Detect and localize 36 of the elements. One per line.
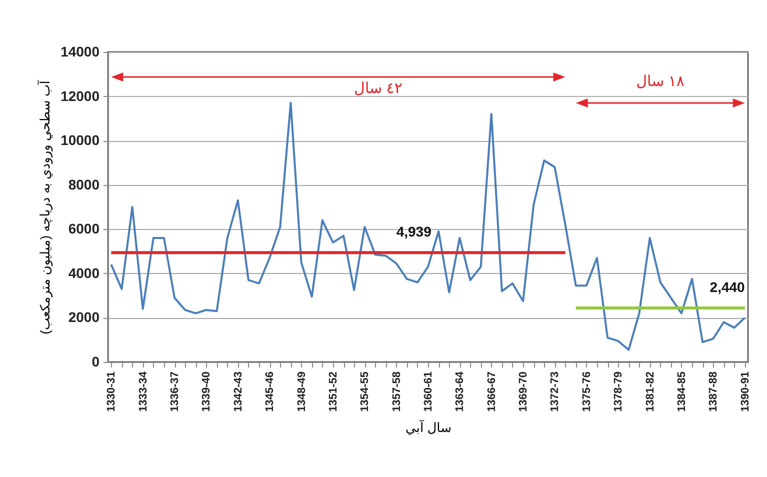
x-tick-label: 1363-64	[454, 370, 466, 412]
x-tick-label: 1378-79	[612, 372, 625, 412]
x-tick-label: 1336-37	[169, 372, 182, 412]
annotation: ١٨ سال	[636, 72, 685, 90]
x-tick-label: 1390-91	[739, 372, 752, 412]
y-tick-label: 0	[92, 354, 100, 370]
x-tick-label: 1381-82	[644, 372, 656, 412]
x-tick-label: 1375-76	[580, 372, 593, 412]
x-tick-label: 1384-85	[676, 372, 688, 412]
y-tick-label: 10000	[60, 132, 100, 148]
x-tick-label: 1369-70	[518, 372, 530, 412]
x-axis-title: سال آبي	[406, 418, 452, 436]
y-tick-label: 2000	[68, 309, 100, 326]
x-tick-label: 1372-73	[549, 372, 562, 412]
annotation: 4,939	[396, 224, 432, 240]
y-tick-label: 14000	[60, 44, 100, 60]
x-tick-label: 1357-58	[390, 372, 403, 412]
annotation: 2,440	[710, 278, 746, 295]
x-tick-label: 1342-43	[232, 372, 244, 412]
x-tick-label: 1360-61	[422, 372, 434, 412]
x-tick-label: 1330-31	[106, 372, 118, 412]
x-tick-label: 1348-49	[296, 372, 308, 412]
y-tick-label: 4000	[68, 264, 100, 281]
y-axis-title: آب سطحي ورودي به درياچه (ميليون مترمكعب)	[36, 79, 54, 334]
y-tick-label: 12000	[60, 88, 100, 104]
y-tick-label: 8000	[68, 176, 100, 192]
x-tick-label: 1339-40	[200, 372, 213, 412]
x-tick-label: 1333-34	[137, 370, 150, 412]
y-tick-label: 6000	[68, 220, 100, 237]
x-tick-label: 1351-52	[327, 372, 340, 412]
line-series	[110, 102, 746, 351]
x-tick-label: 1366-67	[486, 372, 498, 412]
x-tick-label: 1345-46	[264, 372, 276, 412]
annotation: ٤٢ سال	[354, 80, 402, 97]
x-tick-label: 1354-55	[359, 372, 372, 412]
x-tick-label: 1387-88	[708, 372, 720, 412]
